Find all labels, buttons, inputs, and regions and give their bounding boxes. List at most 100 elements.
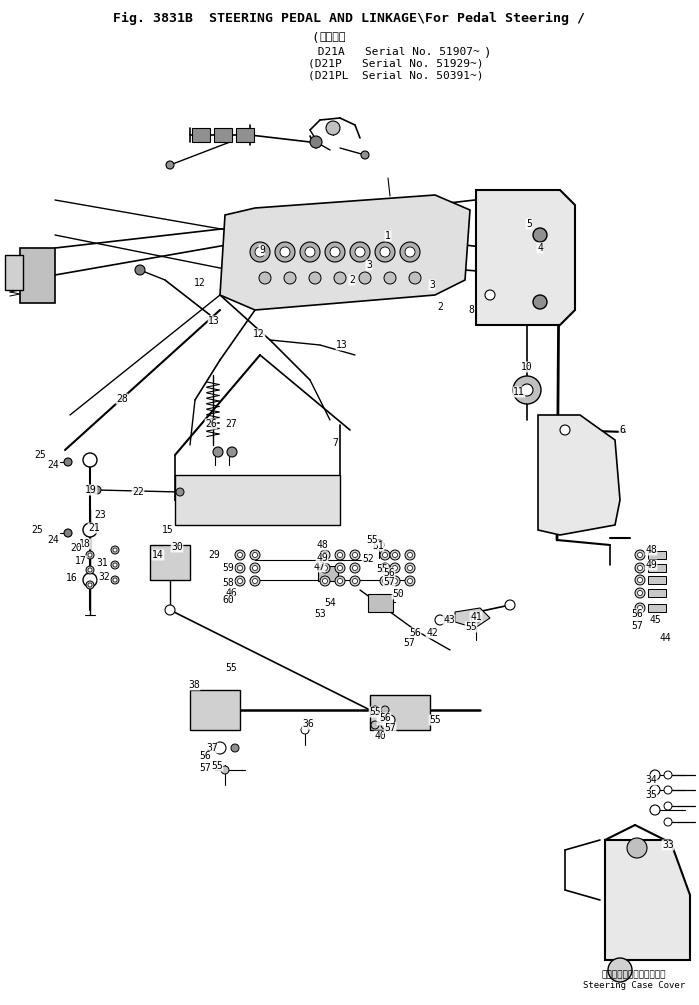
Circle shape bbox=[250, 576, 260, 586]
Circle shape bbox=[608, 958, 632, 982]
Text: 21: 21 bbox=[88, 523, 100, 533]
Circle shape bbox=[533, 295, 547, 309]
Text: 26: 26 bbox=[205, 419, 217, 429]
Text: 5: 5 bbox=[526, 219, 532, 229]
Circle shape bbox=[322, 579, 328, 584]
Text: (: ( bbox=[311, 32, 319, 45]
Circle shape bbox=[405, 576, 415, 586]
Circle shape bbox=[83, 453, 97, 467]
Text: 1: 1 bbox=[385, 231, 391, 241]
Circle shape bbox=[93, 486, 101, 494]
Circle shape bbox=[371, 706, 379, 714]
Circle shape bbox=[382, 553, 387, 558]
Text: 56: 56 bbox=[383, 568, 395, 578]
Text: 11: 11 bbox=[513, 387, 525, 397]
Text: 34: 34 bbox=[645, 775, 657, 785]
Bar bbox=[214, 128, 232, 142]
Text: 12: 12 bbox=[253, 329, 265, 339]
Text: 2: 2 bbox=[437, 302, 443, 312]
Circle shape bbox=[435, 615, 445, 625]
Circle shape bbox=[385, 715, 395, 725]
Circle shape bbox=[113, 563, 117, 567]
Circle shape bbox=[335, 550, 345, 560]
Text: 60: 60 bbox=[222, 595, 234, 605]
Text: 適用号機: 適用号機 bbox=[319, 32, 345, 42]
Text: 17: 17 bbox=[75, 556, 87, 566]
Circle shape bbox=[320, 576, 330, 586]
Circle shape bbox=[238, 579, 243, 584]
Text: 23: 23 bbox=[94, 510, 106, 520]
Circle shape bbox=[252, 553, 257, 558]
Circle shape bbox=[338, 553, 343, 558]
Text: 56: 56 bbox=[199, 751, 211, 761]
Text: 7: 7 bbox=[332, 438, 338, 448]
Circle shape bbox=[635, 550, 645, 560]
Circle shape bbox=[325, 242, 345, 262]
Circle shape bbox=[111, 561, 119, 569]
Circle shape bbox=[255, 247, 265, 257]
Circle shape bbox=[361, 151, 369, 159]
Circle shape bbox=[250, 563, 260, 573]
Bar bbox=[648, 589, 666, 597]
Text: 27: 27 bbox=[225, 419, 237, 429]
Text: 25: 25 bbox=[34, 450, 46, 460]
Text: 25: 25 bbox=[31, 525, 43, 535]
Text: 9: 9 bbox=[259, 245, 265, 255]
Circle shape bbox=[393, 579, 398, 584]
Text: 20: 20 bbox=[70, 543, 82, 553]
Circle shape bbox=[350, 550, 360, 560]
Bar bbox=[648, 604, 666, 612]
Circle shape bbox=[380, 563, 390, 573]
Circle shape bbox=[560, 425, 570, 435]
Circle shape bbox=[231, 744, 239, 752]
Text: 43: 43 bbox=[443, 615, 455, 625]
Circle shape bbox=[334, 272, 346, 284]
Circle shape bbox=[275, 242, 295, 262]
Circle shape bbox=[238, 553, 243, 558]
Bar bbox=[370, 695, 430, 730]
Text: (D21P   Serial No. 51929~): (D21P Serial No. 51929~) bbox=[308, 59, 484, 69]
Circle shape bbox=[86, 551, 94, 559]
Text: 49: 49 bbox=[645, 560, 657, 570]
Text: 57: 57 bbox=[199, 763, 211, 773]
Circle shape bbox=[165, 605, 175, 615]
Bar bbox=[648, 564, 666, 572]
Bar bbox=[175, 475, 340, 525]
Circle shape bbox=[635, 575, 645, 585]
Circle shape bbox=[64, 529, 72, 537]
Text: 30: 30 bbox=[171, 542, 183, 552]
Text: (D21PL  Serial No. 50391~): (D21PL Serial No. 50391~) bbox=[308, 71, 484, 81]
Circle shape bbox=[400, 242, 420, 262]
Circle shape bbox=[380, 576, 390, 586]
Text: 56: 56 bbox=[379, 713, 391, 723]
Circle shape bbox=[83, 573, 97, 587]
Circle shape bbox=[235, 550, 245, 560]
Text: 50: 50 bbox=[392, 589, 404, 599]
Circle shape bbox=[635, 563, 645, 573]
Circle shape bbox=[637, 591, 642, 596]
Circle shape bbox=[335, 563, 345, 573]
Text: D21A   Serial No. 51907~: D21A Serial No. 51907~ bbox=[311, 47, 480, 57]
Bar bbox=[190, 690, 240, 730]
Text: 55: 55 bbox=[211, 761, 223, 771]
Circle shape bbox=[227, 447, 237, 457]
Circle shape bbox=[375, 242, 395, 262]
Text: 47: 47 bbox=[313, 562, 325, 572]
Circle shape bbox=[371, 721, 379, 729]
Polygon shape bbox=[220, 195, 470, 310]
Bar bbox=[236, 128, 254, 142]
Text: 35: 35 bbox=[645, 790, 657, 800]
Text: 12: 12 bbox=[194, 278, 206, 288]
Circle shape bbox=[384, 272, 396, 284]
Text: 55: 55 bbox=[376, 564, 388, 574]
Text: 8: 8 bbox=[468, 305, 474, 315]
Circle shape bbox=[284, 272, 296, 284]
Circle shape bbox=[650, 805, 660, 815]
Text: 37: 37 bbox=[206, 743, 218, 753]
Text: 55: 55 bbox=[465, 622, 477, 632]
Circle shape bbox=[235, 563, 245, 573]
Text: 58: 58 bbox=[222, 578, 234, 588]
Text: 45: 45 bbox=[649, 615, 661, 625]
Text: 13: 13 bbox=[336, 340, 348, 350]
Circle shape bbox=[664, 802, 672, 810]
